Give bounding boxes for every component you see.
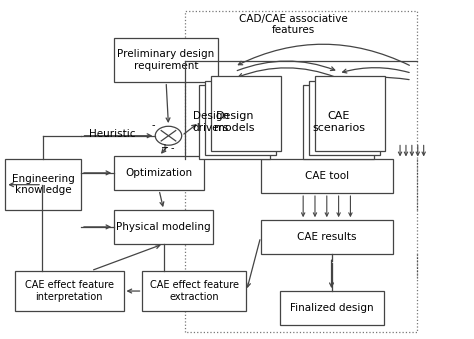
Text: CAE effect feature
extraction: CAE effect feature extraction xyxy=(150,280,239,302)
Text: Optimization: Optimization xyxy=(126,168,192,178)
FancyBboxPatch shape xyxy=(15,271,124,311)
Text: CAE tool: CAE tool xyxy=(305,171,349,181)
Text: Finalized design: Finalized design xyxy=(290,303,374,313)
FancyBboxPatch shape xyxy=(303,85,374,159)
FancyBboxPatch shape xyxy=(205,81,276,155)
Text: -: - xyxy=(151,120,155,129)
Text: Preliminary design
requirement: Preliminary design requirement xyxy=(118,49,215,71)
FancyBboxPatch shape xyxy=(143,271,246,311)
FancyBboxPatch shape xyxy=(114,210,213,244)
Text: Physical modeling: Physical modeling xyxy=(117,222,211,232)
Text: CAE effect feature
interpretation: CAE effect feature interpretation xyxy=(25,280,114,302)
FancyBboxPatch shape xyxy=(261,159,393,193)
Text: Design
drivers: Design drivers xyxy=(193,112,229,133)
FancyBboxPatch shape xyxy=(114,156,204,190)
FancyBboxPatch shape xyxy=(309,81,380,155)
FancyBboxPatch shape xyxy=(199,85,270,159)
Text: -: - xyxy=(171,143,174,153)
Text: CAE
scenarios: CAE scenarios xyxy=(312,112,365,133)
FancyBboxPatch shape xyxy=(5,159,81,210)
FancyBboxPatch shape xyxy=(210,76,282,151)
Text: +: + xyxy=(161,143,168,153)
FancyBboxPatch shape xyxy=(114,38,218,82)
FancyBboxPatch shape xyxy=(261,220,393,254)
Text: CAD/CAE associative
features: CAD/CAE associative features xyxy=(239,14,348,35)
Text: Engineering
knowledge: Engineering knowledge xyxy=(12,174,74,196)
Text: Heuristic: Heuristic xyxy=(90,129,136,139)
FancyBboxPatch shape xyxy=(280,291,383,325)
FancyBboxPatch shape xyxy=(315,76,385,151)
Text: CAE results: CAE results xyxy=(297,232,356,242)
Text: Design
models: Design models xyxy=(214,112,255,133)
